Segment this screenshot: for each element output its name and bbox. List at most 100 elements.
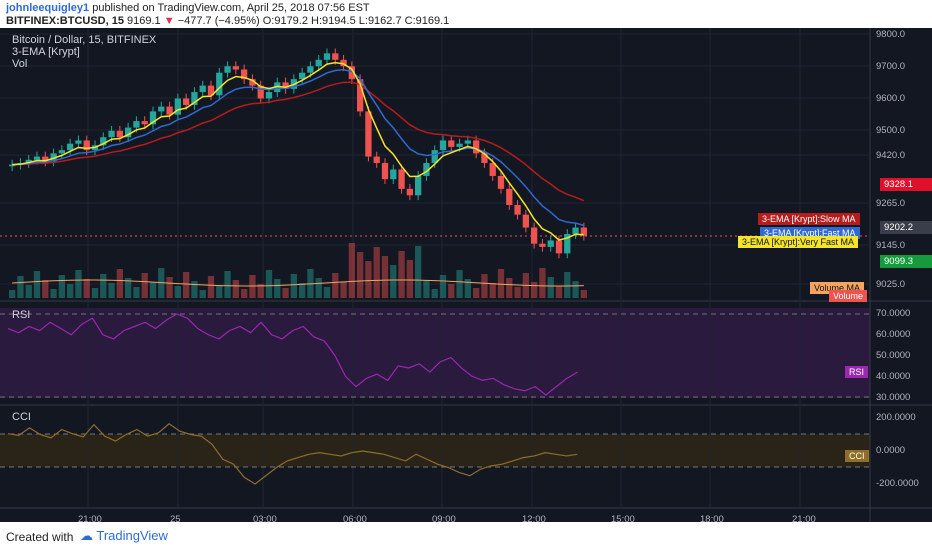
candle-body xyxy=(373,156,380,164)
ohlc-high: H:9194.5 xyxy=(311,15,356,27)
time-axis-label: 21:00 xyxy=(792,514,816,525)
volume-bar xyxy=(141,273,148,298)
candle-body xyxy=(42,156,49,162)
volume-bar xyxy=(373,247,380,298)
candle-body xyxy=(365,111,372,157)
volume-bar xyxy=(564,272,571,298)
rsi-pane-label[interactable]: RSI xyxy=(12,309,31,321)
indicator-vol-label[interactable]: Vol xyxy=(12,58,28,70)
rsi-axis-label: 50.0000 xyxy=(876,350,911,361)
volume-bar xyxy=(207,276,215,298)
candle-body xyxy=(274,82,281,93)
rsi-line xyxy=(7,313,578,396)
candle-body xyxy=(506,188,513,205)
candle-body xyxy=(497,175,505,189)
volume-bar xyxy=(431,289,438,298)
volume-bar xyxy=(381,256,389,298)
volume-bar xyxy=(323,287,331,298)
candle-body xyxy=(299,72,306,80)
slow-ma-price-tag: 9328.1 xyxy=(880,178,932,191)
candle-body xyxy=(580,227,587,236)
volume-bar xyxy=(464,279,471,298)
slow-ma-line xyxy=(12,81,585,202)
candle-body xyxy=(50,153,57,162)
volume-bar xyxy=(67,284,74,298)
volume-bar xyxy=(398,251,405,298)
rsi-axis-label: 70.0000 xyxy=(876,308,911,319)
price-axis-label: 9420.0 xyxy=(876,150,906,161)
candle-body xyxy=(232,66,239,70)
time-axis-label: 18:00 xyxy=(700,514,724,525)
volume-bar xyxy=(406,260,413,298)
cloud-icon: ☁ xyxy=(80,528,93,543)
volume-bar xyxy=(497,269,505,298)
candle-body xyxy=(547,240,554,247)
price-axis-label: 9145.0 xyxy=(876,240,906,251)
volume-bar xyxy=(332,273,339,298)
volume-bar xyxy=(199,290,206,298)
volume-bar xyxy=(166,277,173,298)
candle-body xyxy=(141,121,148,125)
volume-bar xyxy=(257,284,264,298)
candle-body xyxy=(83,140,90,151)
volume-bar xyxy=(481,274,488,298)
volume-bar xyxy=(357,252,364,298)
volume-ma-line xyxy=(12,279,584,287)
volume-tag: Volume xyxy=(829,290,868,302)
cci-pane-label[interactable]: CCI xyxy=(12,411,31,423)
created-with-label: Created with xyxy=(6,530,74,544)
cci-axis-label: 0.0000 xyxy=(876,445,906,456)
cci-line xyxy=(7,423,578,485)
indicator-ema-label[interactable]: 3-EMA [Krypt] xyxy=(12,46,80,58)
volume-bar xyxy=(116,269,123,298)
volume-bar xyxy=(423,280,430,298)
cci-value-tag: CCI xyxy=(845,450,869,462)
candle-body xyxy=(539,243,546,247)
candle-body xyxy=(415,175,422,196)
candle-body xyxy=(191,92,198,105)
time-axis-label: 25 xyxy=(170,514,181,525)
volume-bar xyxy=(91,288,99,298)
header-bar: johnleequigley1 published on TradingView… xyxy=(0,0,932,28)
author-link[interactable]: johnleequigley1 xyxy=(6,2,90,14)
candle-body xyxy=(207,85,215,96)
volume-bar xyxy=(340,282,347,298)
candle-body xyxy=(398,169,405,189)
ohlc-open: O:9179.2 xyxy=(262,15,308,27)
price-axis-label: 9800.0 xyxy=(876,29,906,40)
symbol-name[interactable]: BITFINEX:BTCUSD, 15 xyxy=(6,15,124,27)
chart-canvas[interactable] xyxy=(0,28,932,522)
candle-body xyxy=(448,140,455,147)
chart-area[interactable]: Bitcoin / Dollar, 15, BITFINEX 3-EMA [Kr… xyxy=(0,28,932,525)
candle-body xyxy=(149,111,157,125)
candle-body xyxy=(381,163,389,180)
very-fast-ma-line xyxy=(12,61,584,241)
volume-bar xyxy=(365,261,372,298)
candle-body xyxy=(100,137,107,146)
volume-bar xyxy=(390,265,397,298)
candle-body xyxy=(340,59,347,67)
candle-body xyxy=(158,106,165,112)
tradingview-logo[interactable]: ☁ TradingView xyxy=(80,528,168,544)
price-axis-label: 9025.0 xyxy=(876,279,906,290)
volume-bar xyxy=(224,271,231,298)
volume-bar xyxy=(9,290,16,298)
candle-body xyxy=(489,163,496,176)
candle-body xyxy=(25,159,32,164)
volume-bar xyxy=(100,274,107,298)
time-axis-label: 03:00 xyxy=(253,514,277,525)
volume-bar xyxy=(531,282,538,298)
volume-bar xyxy=(572,281,579,298)
rsi-value-tag: RSI xyxy=(845,366,869,378)
candle-body xyxy=(199,85,206,93)
volume-bar xyxy=(174,286,181,298)
candle-body xyxy=(431,150,438,164)
cci-axis-label: 200.0000 xyxy=(876,412,916,423)
rsi-axis-label: 40.0000 xyxy=(876,371,911,382)
volume-bar xyxy=(17,276,24,298)
candle-body xyxy=(323,53,331,60)
time-axis-label: 15:00 xyxy=(611,514,635,525)
very-fast-ma-tag: 3-EMA [Krypt]:Very Fast MA xyxy=(738,236,859,248)
volume-bar xyxy=(539,268,546,298)
price-change: −477.7 (−4.95%) xyxy=(177,15,260,27)
